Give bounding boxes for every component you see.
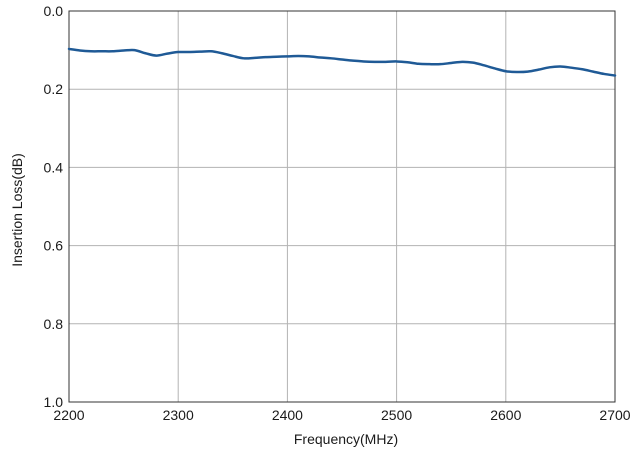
- x-tick-label: 2500: [381, 407, 412, 423]
- plot-frame: [68, 10, 616, 403]
- y-tick-label: 0.8: [44, 316, 64, 332]
- y-axis-label: Insertion Loss(dB): [9, 153, 25, 267]
- x-tick-label: 2300: [163, 407, 194, 423]
- x-tick-label: 2700: [599, 407, 630, 423]
- x-axis-ticks: 2200 2300 2400 2500 2600 2700: [53, 407, 630, 423]
- data-layer: [67, 47, 617, 77]
- y-tick-label: 0.0: [44, 3, 64, 19]
- x-tick-label: 2400: [272, 407, 303, 423]
- y-tick-label: 0.4: [44, 159, 64, 175]
- y-tick-label: 0.6: [44, 238, 64, 254]
- y-tick-label: 0.2: [44, 81, 64, 97]
- y-tick-label: 1.0: [44, 394, 64, 410]
- x-axis-label: Frequency(MHz): [294, 431, 398, 447]
- grid: [69, 11, 615, 402]
- y-axis-ticks: 0.0 0.2 0.4 0.6 0.8 1.0: [44, 3, 64, 410]
- x-tick-label: 2200: [53, 407, 84, 423]
- x-tick-label: 2600: [490, 407, 521, 423]
- series-line: [67, 47, 617, 77]
